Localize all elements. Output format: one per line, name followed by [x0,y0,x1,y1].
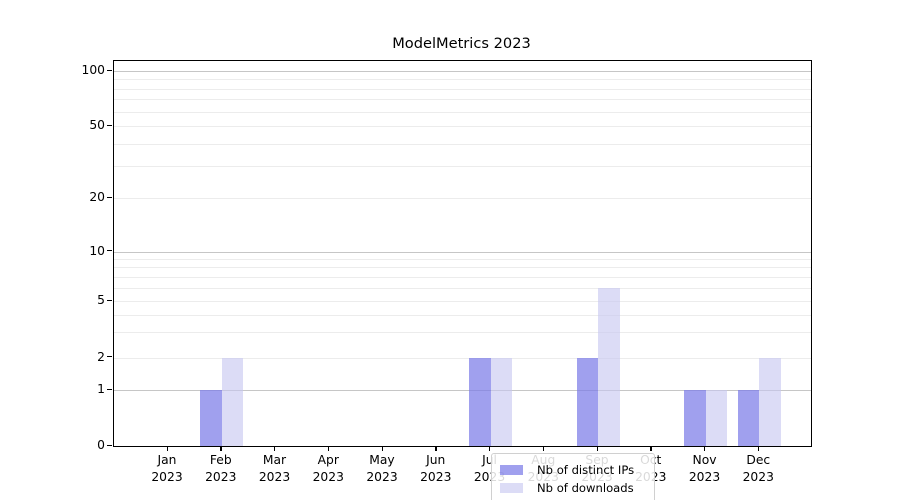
gridline-major-1 [114,390,811,391]
x-tick-mark-nov [704,446,706,451]
gridline-minor-8 [114,267,811,269]
y-tick-label-2: 2 [97,349,105,364]
x-tick-mark-oct [650,446,652,451]
x-tick-mark-apr [327,446,330,451]
y-tick-label-100: 100 [81,63,105,77]
y-tick-mark-100 [107,69,112,71]
gridline-minor-40 [114,143,811,145]
plot-area: Nb of distinct IPs Nb of downloads [113,60,812,500]
gridline-minor-4 [114,314,811,316]
bar-distinct-ips-jul [469,357,491,446]
x-tick-label-apr: Apr 2023 [312,453,344,484]
gridline-minor-70 [114,99,811,101]
x-tick-mark-may [381,446,383,451]
gridline-minor-90 [114,79,811,81]
gridline-minor-2 [114,357,811,359]
x-tick-label-nov: Nov 2023 [688,453,721,484]
gridline-minor-3 [114,332,811,334]
gridline-major-10 [114,251,811,253]
legend-swatch-downloads [500,482,523,493]
bar-downloads-feb [221,357,244,446]
gridline-minor-30 [114,166,811,168]
y-tick-mark-10 [107,250,112,252]
y-tick-label-0: 0 [97,438,105,452]
gridline-minor-9 [114,259,811,261]
legend: Nb of distinct IPs Nb of downloads [491,453,655,500]
y-tick-mark-1 [107,388,112,390]
legend-swatch-distinct-ips [500,464,523,475]
x-tick-label-mar: Mar 2023 [258,453,291,484]
gridline-minor-7 [114,276,811,278]
y-tick-label-50: 50 [89,118,105,133]
y-tick-mark-2 [107,356,112,358]
legend-entry-downloads: Nb of downloads [500,479,646,496]
bar-downloads-sep [598,287,620,446]
x-tick-label-feb: Feb 2023 [205,453,237,484]
x-tick-mark-feb [220,446,222,451]
legend-entry-distinct-ips: Nb of distinct IPs [500,461,646,478]
y-tick-label-20: 20 [89,190,105,204]
bar-downloads-dec [759,357,781,446]
y-tick-mark-0 [107,444,112,446]
x-tick-mark-dec [757,446,760,451]
gridline-major-100 [114,71,811,72]
bar-distinct-ips-nov [684,390,706,446]
x-tick-mark-jul [489,446,491,451]
gridline-minor-80 [114,88,811,90]
x-tick-mark-jan [166,446,168,451]
y-tick-label-1: 1 [97,382,105,396]
bar-distinct-ips-dec [737,390,760,446]
x-tick-mark-aug [542,446,545,451]
bar-downloads-nov [705,390,727,446]
x-tick-mark-mar [274,446,276,451]
x-tick-label-jan: Jan 2023 [151,453,183,484]
y-tick-label-5: 5 [97,293,105,307]
gridline-minor-60 [114,111,811,113]
x-tick-mark-sep [596,446,598,451]
gridline-minor-20 [114,198,811,199]
x-tick-label-dec: Dec 2023 [742,453,774,484]
legend-label-downloads: Nb of downloads [537,480,634,495]
gridline-minor-5 [114,301,811,302]
x-tick-label-may: May 2023 [366,453,398,484]
y-tick-mark-20 [107,196,112,198]
y-tick-label-10: 10 [89,243,105,258]
chart-title: ModelMetrics 2023 [392,35,531,52]
x-tick-mark-jun [435,446,437,451]
legend-label-distinct-ips: Nb of distinct IPs [537,462,635,477]
bar-distinct-ips-sep [576,357,598,446]
x-tick-label-jun: Jun 2023 [420,453,452,484]
bar-distinct-ips-feb [200,390,222,446]
bar-downloads-jul [490,357,512,446]
y-tick-mark-5 [107,299,112,301]
gridline-minor-6 [114,287,811,289]
y-tick-mark-50 [107,124,112,127]
gridline-minor-50 [114,126,811,128]
